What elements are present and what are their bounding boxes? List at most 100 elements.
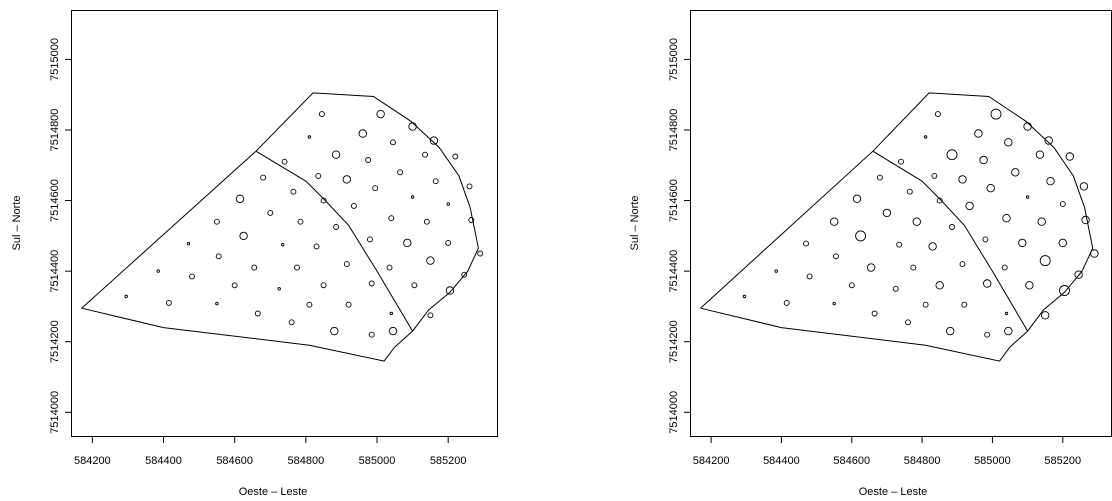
data-point	[390, 139, 396, 146]
data-point	[468, 217, 475, 223]
data-point	[990, 108, 1002, 120]
data-point	[1040, 311, 1050, 320]
data-point	[408, 122, 417, 131]
data-point	[365, 157, 372, 163]
data-point	[959, 261, 966, 268]
data-point	[946, 326, 955, 336]
data-point	[388, 326, 398, 336]
y-tick-label: 7514800	[668, 109, 680, 152]
data-point	[1001, 264, 1008, 271]
division-line	[255, 150, 414, 332]
y-axis-title: Sul – Norte	[629, 195, 641, 250]
data-point	[389, 311, 393, 316]
y-tick-label: 7514600	[49, 179, 61, 222]
data-point	[445, 286, 455, 295]
y-tick-label: 7514000	[49, 391, 61, 434]
x-tick-label: 584400	[763, 455, 800, 467]
data-point	[239, 231, 248, 241]
data-point	[333, 224, 340, 230]
data-point	[288, 319, 295, 326]
data-point	[330, 326, 339, 336]
data-point	[958, 175, 967, 184]
data-point	[984, 331, 991, 338]
x-tick-label: 584200	[693, 455, 730, 467]
data-point	[186, 241, 191, 246]
data-point	[1074, 270, 1083, 279]
data-point	[892, 285, 899, 292]
data-point	[1004, 326, 1013, 336]
data-point	[1018, 238, 1027, 248]
data-point	[1058, 238, 1068, 248]
data-point	[306, 301, 313, 308]
data-point	[928, 242, 937, 251]
data-point	[866, 263, 876, 272]
data-point	[1079, 182, 1089, 191]
y-tick-label: 7514400	[668, 250, 680, 293]
x-tick-label: 584200	[74, 455, 111, 467]
data-point	[871, 310, 878, 317]
data-point	[855, 230, 867, 242]
data-point	[983, 279, 992, 288]
plot-frame	[71, 10, 498, 437]
y-tick-label: 7514200	[49, 320, 61, 363]
data-point	[376, 109, 385, 119]
data-point	[235, 194, 245, 204]
data-point	[320, 197, 327, 204]
data-point	[397, 169, 404, 176]
data-point	[331, 150, 341, 159]
y-tick-label: 7515000	[49, 38, 61, 81]
data-point	[974, 129, 983, 138]
data-point	[949, 224, 955, 230]
data-point	[445, 239, 452, 246]
data-point	[1044, 136, 1053, 145]
data-point	[452, 153, 459, 160]
data-point	[267, 209, 274, 216]
data-point	[254, 310, 261, 317]
data-point	[213, 218, 220, 225]
data-point	[388, 215, 395, 222]
data-point	[422, 151, 429, 158]
x-axis-title: Oeste – Leste	[239, 486, 308, 498]
data-point	[320, 282, 327, 289]
data-point	[215, 301, 219, 306]
data-point	[294, 264, 300, 271]
data-point	[830, 217, 839, 226]
x-tick-label: 584600	[216, 455, 253, 467]
data-point	[307, 135, 312, 139]
plot-frame	[690, 10, 1112, 437]
data-point	[1004, 311, 1009, 316]
chart-panel-2: 584200 584400 584600 584800 585000 585200 7514…	[629, 10, 1112, 498]
data-point	[350, 202, 357, 209]
data-point	[423, 218, 430, 225]
data-point	[410, 195, 415, 199]
data-point	[979, 155, 988, 165]
data-point	[946, 149, 958, 161]
data-point	[477, 250, 484, 257]
data-point	[403, 238, 412, 248]
data-point	[906, 188, 913, 195]
data-point	[342, 175, 351, 184]
data-point	[281, 242, 285, 247]
y-tick-label: 7514800	[49, 109, 61, 152]
data-point	[965, 201, 974, 211]
data-point	[806, 273, 813, 280]
data-point	[251, 264, 258, 271]
y-tick-label: 7514600	[668, 179, 680, 222]
data-point	[1065, 152, 1075, 161]
x-tick-label: 585200	[430, 455, 467, 467]
data-point	[905, 319, 911, 326]
data-point	[848, 282, 855, 289]
area-boundary	[81, 92, 479, 362]
data-point	[882, 208, 892, 218]
data-point	[366, 236, 373, 243]
data-point	[189, 273, 195, 280]
data-point	[297, 218, 304, 225]
data-point	[372, 185, 379, 192]
chart-panel-1: 584200 584400 584600 584800 585000 585200 7514…	[11, 10, 498, 498]
data-point	[165, 299, 172, 306]
data-point	[1023, 122, 1032, 131]
data-point	[1025, 281, 1034, 290]
data-point	[231, 282, 238, 289]
x-tick-label: 585200	[1044, 455, 1081, 467]
data-point	[803, 240, 809, 247]
